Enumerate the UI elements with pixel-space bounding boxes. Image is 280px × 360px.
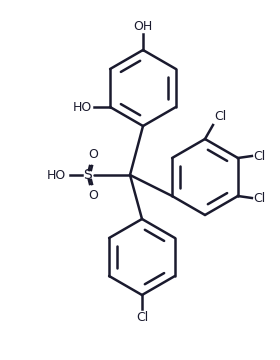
Text: S: S bbox=[84, 168, 92, 182]
Text: Cl: Cl bbox=[214, 110, 226, 123]
Text: HO: HO bbox=[73, 100, 92, 113]
Text: Cl: Cl bbox=[253, 149, 265, 162]
Text: OH: OH bbox=[133, 20, 153, 33]
Text: HO: HO bbox=[47, 168, 66, 181]
Text: O: O bbox=[88, 148, 98, 161]
Text: Cl: Cl bbox=[136, 311, 148, 324]
Text: O: O bbox=[88, 189, 98, 202]
Text: Cl: Cl bbox=[253, 192, 265, 204]
